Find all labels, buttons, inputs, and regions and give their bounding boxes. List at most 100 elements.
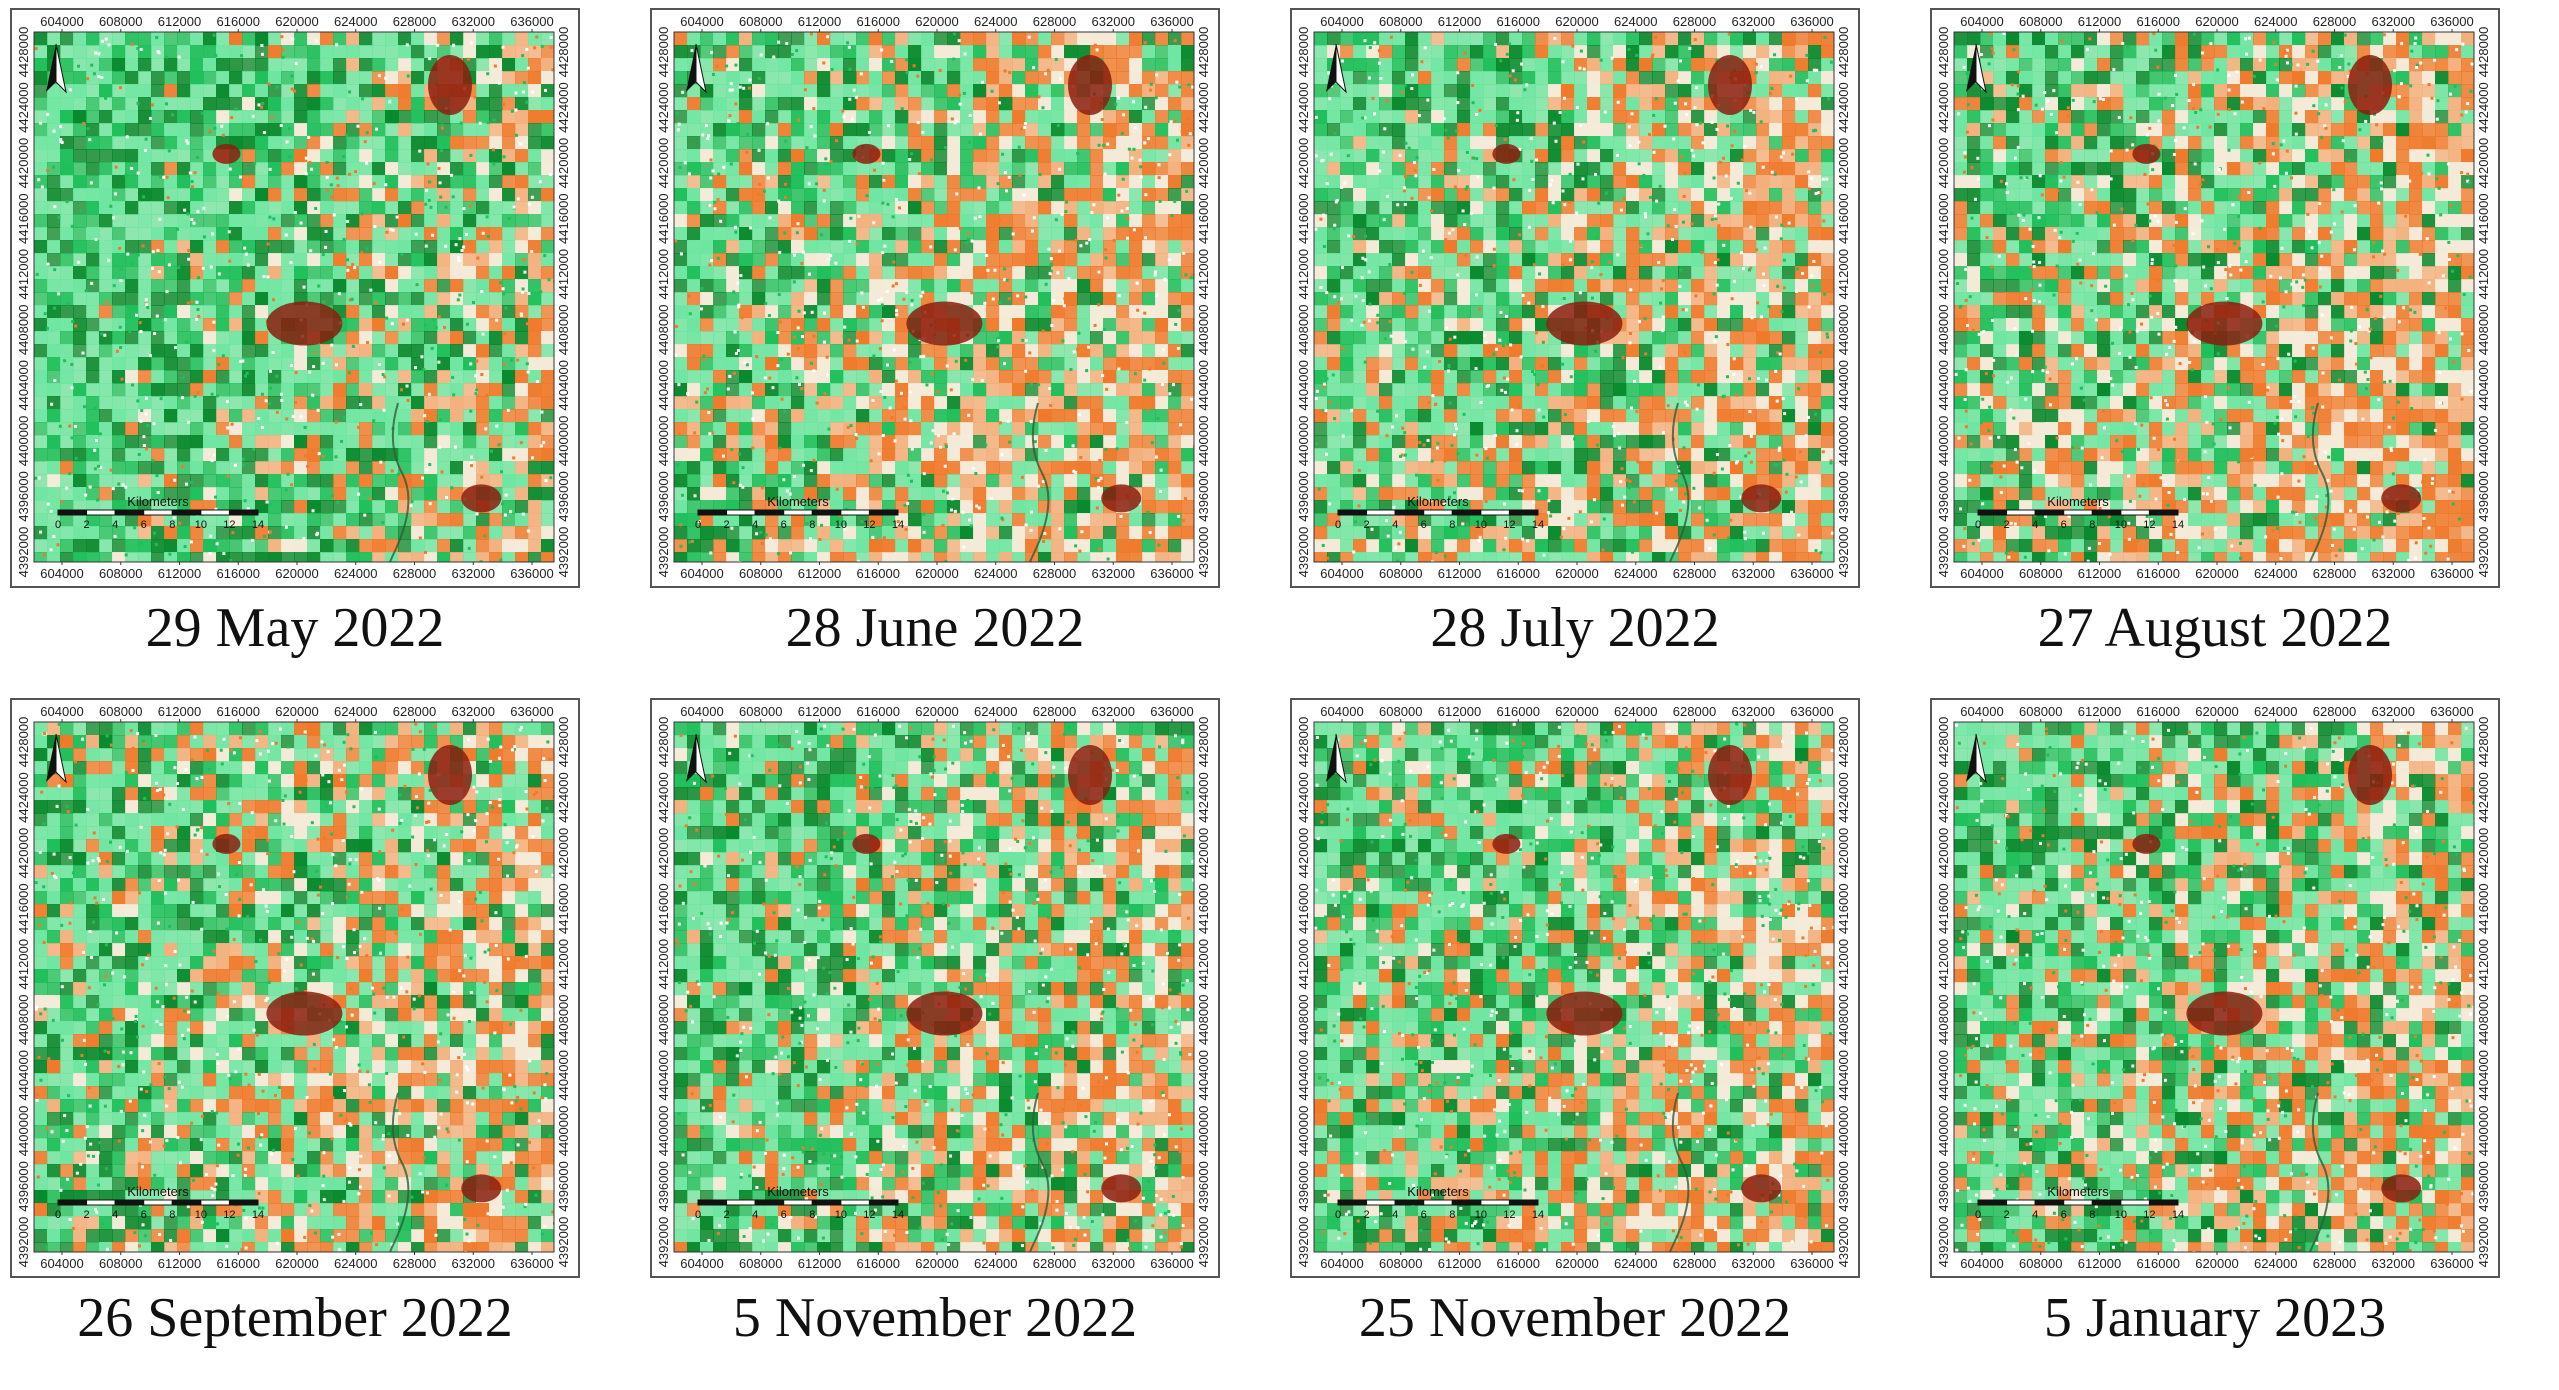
x-tick-label: 608000 bbox=[739, 566, 782, 581]
scale-bar-number: 2 bbox=[1364, 1209, 1370, 1221]
raster-layer bbox=[34, 722, 554, 1252]
y-tick-label: 4412000 bbox=[1836, 249, 1851, 300]
x-tick-label: 612000 bbox=[1438, 1256, 1481, 1271]
north-arrow-icon bbox=[46, 733, 67, 784]
y-tick-label: 4396000 bbox=[656, 1161, 671, 1212]
y-tick-label: 4396000 bbox=[1296, 471, 1311, 522]
x-tick-label: 620000 bbox=[2195, 14, 2238, 29]
x-tick-label: 616000 bbox=[217, 14, 260, 29]
x-tick-label: 604000 bbox=[680, 14, 723, 29]
raster-layer bbox=[674, 722, 1194, 1252]
y-tick-label: 4416000 bbox=[2476, 193, 2491, 244]
x-tick-label: 604000 bbox=[680, 704, 723, 719]
x-tick-label: 608000 bbox=[2019, 14, 2062, 29]
y-tick-label: 4424000 bbox=[1836, 82, 1851, 133]
y-tick-label: 4404000 bbox=[2476, 360, 2491, 411]
y-tick-label: 4404000 bbox=[1836, 1050, 1851, 1101]
x-tick-label: 612000 bbox=[798, 566, 841, 581]
x-tick-label: 604000 bbox=[40, 14, 83, 29]
y-tick-label: 4404000 bbox=[656, 360, 671, 411]
scale-bar-number: 4 bbox=[752, 519, 758, 531]
x-tick-label: 632000 bbox=[1732, 566, 1775, 581]
x-tick-label: 620000 bbox=[275, 704, 318, 719]
x-tick-label: 624000 bbox=[1614, 1256, 1657, 1271]
y-tick-label: 4408000 bbox=[656, 994, 671, 1045]
y-tick-label: 4412000 bbox=[16, 249, 31, 300]
x-tick-label: 624000 bbox=[334, 1256, 377, 1271]
y-tick-label: 4408000 bbox=[1196, 994, 1211, 1045]
y-tick-label: 4404000 bbox=[16, 360, 31, 411]
y-tick-label: 4408000 bbox=[1296, 304, 1311, 355]
x-tick-label: 616000 bbox=[2137, 1256, 2180, 1271]
y-tick-label: 4412000 bbox=[2476, 939, 2491, 990]
y-tick-label: 4400000 bbox=[1296, 1106, 1311, 1157]
scale-bar-number: 6 bbox=[781, 519, 787, 531]
y-tick-label: 4416000 bbox=[656, 193, 671, 244]
x-tick-label: 628000 bbox=[393, 704, 436, 719]
scale-bar-number: 0 bbox=[1335, 519, 1341, 531]
x-tick-label: 612000 bbox=[158, 14, 201, 29]
x-tick-label: 632000 bbox=[1092, 14, 1135, 29]
north-arrow-icon bbox=[1966, 733, 1987, 784]
x-tick-label: 636000 bbox=[2430, 14, 2473, 29]
y-tick-label: 4408000 bbox=[1836, 994, 1851, 1045]
y-tick-label: 4408000 bbox=[556, 304, 571, 355]
map-frame: 604000 604000 608000 608000 612000 612000 6160… bbox=[1930, 8, 2500, 588]
y-tick-label: 4392000 bbox=[1296, 1217, 1311, 1268]
y-tick-label: 4400000 bbox=[656, 1106, 671, 1157]
scale-bar-number: 10 bbox=[195, 519, 207, 531]
scale-bar-number: 0 bbox=[695, 1209, 701, 1221]
scale-bar-label: Kilometers bbox=[127, 494, 189, 509]
y-tick-label: 4412000 bbox=[656, 249, 671, 300]
y-tick-label: 4412000 bbox=[656, 939, 671, 990]
x-tick-label: 624000 bbox=[2254, 566, 2297, 581]
scale-bar-number: 2 bbox=[2004, 519, 2010, 531]
x-tick-label: 636000 bbox=[1150, 14, 1193, 29]
scale-bar-label: Kilometers bbox=[1407, 1184, 1469, 1199]
scale-bar-number: 2 bbox=[724, 519, 730, 531]
y-tick-label: 4408000 bbox=[1936, 994, 1951, 1045]
scale-bar-number: 8 bbox=[1449, 519, 1455, 531]
y-tick-label: 4396000 bbox=[1936, 471, 1951, 522]
y-tick-label: 4400000 bbox=[1196, 1106, 1211, 1157]
y-tick-label: 4428000 bbox=[1836, 717, 1851, 768]
scale-bar: Kilometers 0 2 4 6 8 10 12 14 bbox=[695, 494, 904, 531]
map-caption: 5 January 2023 bbox=[2043, 1287, 2387, 1349]
y-tick-label: 4400000 bbox=[556, 1106, 571, 1157]
x-tick-label: 636000 bbox=[1790, 704, 1833, 719]
scale-bar-number: 4 bbox=[112, 519, 118, 531]
scale-bar-number: 10 bbox=[835, 1209, 847, 1221]
y-tick-label: 4392000 bbox=[1936, 1217, 1951, 1268]
y-tick-label: 4424000 bbox=[16, 82, 31, 133]
scale-bar: Kilometers 0 2 4 6 8 10 12 14 bbox=[1335, 1184, 1544, 1221]
x-tick-label: 608000 bbox=[2019, 566, 2062, 581]
y-tick-label: 4404000 bbox=[1836, 360, 1851, 411]
scale-bar-number: 6 bbox=[1421, 519, 1427, 531]
y-tick-label: 4424000 bbox=[1936, 82, 1951, 133]
x-tick-label: 608000 bbox=[1379, 1256, 1422, 1271]
x-tick-label: 636000 bbox=[1150, 566, 1193, 581]
scale-bar-number: 8 bbox=[809, 519, 815, 531]
map-panel: 604000 604000 608000 608000 612000 612000 6160… bbox=[1280, 690, 1870, 1346]
y-tick-label: 4416000 bbox=[16, 193, 31, 244]
x-tick-label: 616000 bbox=[1497, 1256, 1540, 1271]
x-tick-label: 620000 bbox=[915, 704, 958, 719]
x-tick-label: 608000 bbox=[99, 1256, 142, 1271]
y-tick-label: 4416000 bbox=[556, 193, 571, 244]
y-tick-label: 4408000 bbox=[1936, 304, 1951, 355]
scale-bar-number: 10 bbox=[2115, 1209, 2127, 1221]
north-arrow-icon bbox=[1966, 43, 1987, 94]
x-tick-label: 632000 bbox=[2372, 14, 2415, 29]
y-tick-label: 4412000 bbox=[556, 249, 571, 300]
scale-bar-number: 0 bbox=[1975, 519, 1981, 531]
y-tick-label: 4396000 bbox=[1936, 1161, 1951, 1212]
scale-bar-number: 8 bbox=[169, 519, 175, 531]
x-tick-label: 624000 bbox=[974, 704, 1017, 719]
x-tick-label: 628000 bbox=[2313, 704, 2356, 719]
x-tick-label: 620000 bbox=[2195, 566, 2238, 581]
scale-bar-number: 4 bbox=[1392, 519, 1398, 531]
y-tick-label: 4404000 bbox=[1296, 360, 1311, 411]
vegetation-index-map: 604000 604000 608000 608000 612000 612000 6160… bbox=[16, 704, 571, 1271]
x-tick-label: 636000 bbox=[1790, 1256, 1833, 1271]
y-tick-label: 4424000 bbox=[1296, 82, 1311, 133]
